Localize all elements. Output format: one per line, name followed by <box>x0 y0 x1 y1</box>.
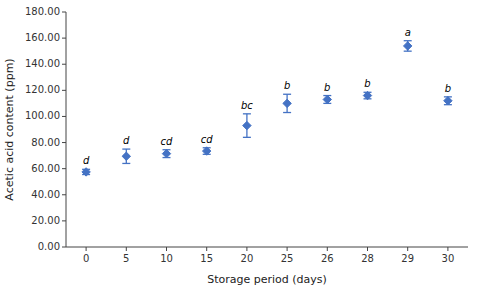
y-axis-label: Acetic acid content (ppm) <box>3 58 16 200</box>
point-marker <box>162 149 170 157</box>
y-tick-label: 0.00 <box>38 241 60 252</box>
error-bar-cap <box>243 137 251 138</box>
x-tick <box>367 247 368 251</box>
x-tick <box>126 247 127 251</box>
y-tick <box>62 168 66 169</box>
point-label: a <box>405 27 411 38</box>
y-tick <box>62 38 66 39</box>
y-tick-label: 40.00 <box>31 189 60 200</box>
x-axis-label: Storage period (days) <box>207 273 327 286</box>
x-tick <box>327 247 328 251</box>
chart: 0.00 20.00 40.00 60.00 80.00 100.00 120.00 140.… <box>0 0 480 289</box>
x-tick <box>447 247 448 251</box>
point-marker <box>404 42 412 50</box>
error-bar <box>203 148 211 155</box>
error-bar <box>243 114 251 137</box>
error-bar <box>444 97 452 105</box>
y-tick-label: 80.00 <box>31 137 60 148</box>
point-label: b <box>324 82 330 93</box>
x-tick <box>86 247 87 251</box>
error-bar-cap <box>243 113 251 114</box>
y-tick-label: 100.00 <box>25 110 60 121</box>
y-tick-label: 180.00 <box>25 6 60 17</box>
point-label: cd <box>201 134 213 145</box>
y-tick-label: 120.00 <box>25 84 60 95</box>
point-label: b <box>364 78 370 89</box>
x-tick <box>287 247 288 251</box>
y-tick-label: 60.00 <box>31 163 60 174</box>
x-tick-label: 30 <box>442 253 455 264</box>
x-tick-label: 29 <box>401 253 414 264</box>
x-tick-label: 20 <box>241 253 254 264</box>
point-marker <box>203 147 211 155</box>
point-label: b <box>284 80 290 91</box>
point-marker <box>323 95 331 103</box>
error-bar <box>404 41 412 51</box>
x-tick-label: 25 <box>281 253 294 264</box>
point-label: d <box>83 155 90 166</box>
plot-area <box>82 41 452 176</box>
y-tick <box>62 247 66 248</box>
error-bar-cap <box>122 163 130 164</box>
x-tick-label: 0 <box>83 253 89 264</box>
error-bar <box>364 92 372 99</box>
point-marker <box>444 97 452 105</box>
y-tick <box>62 90 66 91</box>
point-marker <box>122 152 130 160</box>
point-marker <box>82 168 90 176</box>
error-bar <box>323 96 331 104</box>
y-tick <box>62 220 66 221</box>
y-tick-label: 160.00 <box>25 32 60 43</box>
x-tick <box>166 247 167 251</box>
x-tick-label: 26 <box>321 253 334 264</box>
x-tick-label: 10 <box>160 253 173 264</box>
point-label: bc <box>241 100 253 111</box>
y-tick-label: 20.00 <box>31 215 60 226</box>
x-tick-label: 15 <box>200 253 213 264</box>
y-tick <box>62 194 66 195</box>
x-tick <box>246 247 247 251</box>
error-bar-cap <box>283 94 291 95</box>
error-bar-cap <box>122 148 130 149</box>
point-marker <box>283 99 291 107</box>
error-bar <box>283 94 291 112</box>
point-label: b <box>445 83 451 94</box>
x-tick <box>206 247 207 251</box>
point-label: d <box>123 135 130 146</box>
point-label: cd <box>161 136 173 147</box>
y-tick <box>62 116 66 117</box>
y-axis <box>66 12 67 247</box>
point-marker <box>363 91 371 99</box>
x-tick-label: 28 <box>361 253 374 264</box>
y-tick-label: 140.00 <box>25 58 60 69</box>
x-tick-label: 5 <box>123 253 129 264</box>
y-tick <box>62 12 66 13</box>
x-tick <box>407 247 408 251</box>
error-bar <box>163 150 171 158</box>
y-tick <box>62 64 66 65</box>
error-bar-cap <box>283 112 291 113</box>
y-tick <box>62 142 66 143</box>
error-bar <box>122 149 130 163</box>
point-marker <box>243 121 251 129</box>
